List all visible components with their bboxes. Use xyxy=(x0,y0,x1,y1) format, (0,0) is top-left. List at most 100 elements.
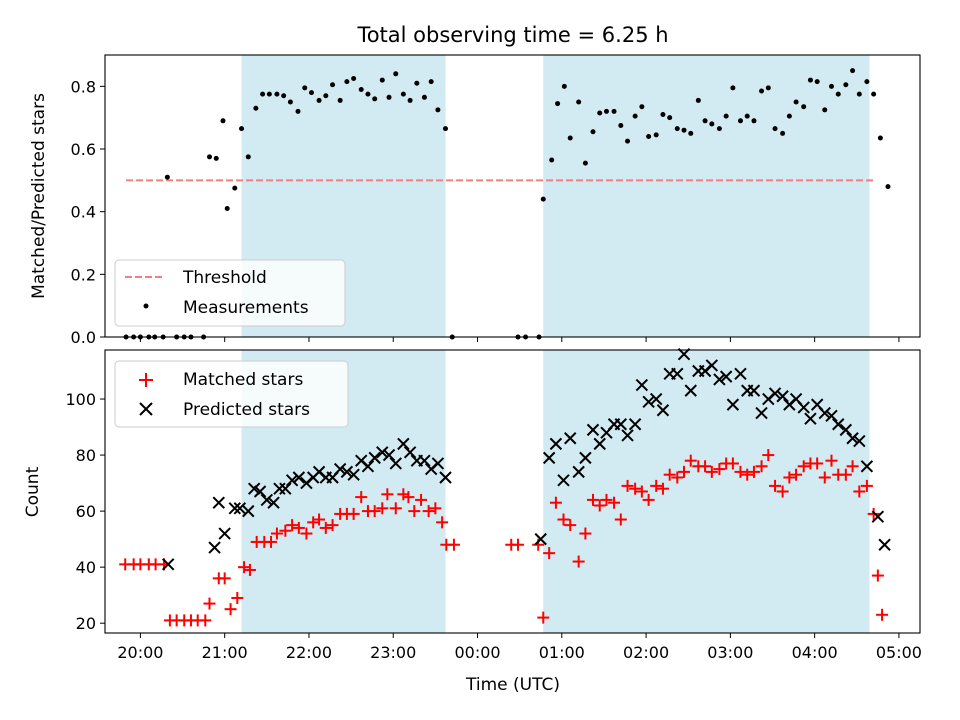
matched-star-point xyxy=(642,493,655,506)
y-tick-label: 0.8 xyxy=(71,77,96,96)
matched-star-point xyxy=(650,479,663,492)
measurement-point xyxy=(674,126,680,132)
matched-star-point xyxy=(203,597,216,610)
predicted-star-point xyxy=(549,437,563,451)
legend-measurements-swatch xyxy=(143,303,149,309)
y-tick-label: 80 xyxy=(76,446,96,465)
measurement-point xyxy=(603,108,609,114)
measurement-point xyxy=(435,107,441,113)
matched-star-point xyxy=(511,538,524,551)
matched-star-point xyxy=(776,485,789,498)
predicted-star-point xyxy=(684,384,697,397)
matched-star-point xyxy=(755,460,768,473)
measurement-point xyxy=(730,85,736,91)
measurement-point xyxy=(695,97,701,103)
top-y-axis-label: Matched/Predicted stars xyxy=(29,93,49,299)
top-legend-box xyxy=(114,259,346,327)
x-tick-label: 04:00 xyxy=(792,643,838,662)
matched-star-point xyxy=(621,479,634,492)
measurement-point xyxy=(871,91,877,97)
predicted-star-point xyxy=(162,558,175,571)
predicted-star-point xyxy=(705,359,719,372)
matched-star-point xyxy=(549,496,562,509)
measurement-point xyxy=(772,126,778,132)
measurement-point xyxy=(337,97,343,103)
matched-star-point xyxy=(769,479,782,492)
x-tick-label: 00:00 xyxy=(454,643,500,662)
bottom-x-axis-label: Time (UTC) xyxy=(465,675,560,695)
measurement-point xyxy=(646,133,652,139)
matched-star-point xyxy=(734,465,747,478)
matched-star-point xyxy=(243,563,256,576)
measurement-point xyxy=(582,160,588,166)
predicted-star-point xyxy=(279,482,292,495)
measurement-point xyxy=(737,118,743,124)
matched-star-point xyxy=(853,485,866,498)
matched-star-point xyxy=(797,460,810,473)
predicted-star-point xyxy=(797,401,810,414)
predicted-star-point xyxy=(534,532,547,546)
measurement-point xyxy=(266,91,272,97)
predicted-star-point xyxy=(218,527,231,540)
matched-star-point xyxy=(224,603,237,616)
bottom-legend-box xyxy=(114,360,349,428)
matched-star-point xyxy=(629,482,642,495)
matched-star-point xyxy=(415,493,428,506)
predicted-star-point xyxy=(397,437,410,451)
matched-star-point xyxy=(762,449,775,462)
matched-star-point xyxy=(355,491,368,504)
measurement-point xyxy=(702,118,708,124)
legend-measurements-label: Measurements xyxy=(183,298,309,318)
measurement-point xyxy=(316,97,322,103)
measurement-point xyxy=(681,127,687,133)
legend-matched-label: Matched stars xyxy=(183,370,303,390)
predicted-star-point xyxy=(242,504,255,518)
measurement-point xyxy=(716,126,722,132)
predicted-star-point xyxy=(228,502,242,515)
matched-star-point xyxy=(307,516,320,529)
predicted-star-point xyxy=(726,398,740,411)
matched-star-point xyxy=(825,454,838,467)
predicted-star-point xyxy=(719,370,733,383)
measurement-point xyxy=(207,154,213,160)
measurement-point xyxy=(723,113,729,119)
top-axes-frame xyxy=(104,54,921,338)
measurement-point xyxy=(835,91,841,97)
matched-star-point xyxy=(279,524,292,537)
measurement-point xyxy=(260,91,266,97)
measurement-point xyxy=(843,82,849,88)
measurement-point xyxy=(302,85,308,91)
measurement-point xyxy=(393,71,399,77)
matched-star-point xyxy=(389,502,402,515)
y-tick-label: 0.0 xyxy=(71,328,96,347)
measurement-point xyxy=(421,94,427,100)
predicted-star-point xyxy=(878,538,891,551)
matched-star-point xyxy=(231,591,244,604)
matched-star-point xyxy=(839,468,852,481)
predicted-star-point xyxy=(579,451,592,465)
legend-matched-swatch xyxy=(139,373,153,387)
measurement-point xyxy=(365,91,371,97)
measurement-point xyxy=(274,91,280,97)
predicted-star-point xyxy=(649,392,663,406)
predicted-star-point xyxy=(635,378,649,392)
matched-star-point xyxy=(286,519,299,532)
measurement-point xyxy=(660,112,666,118)
measurement-point xyxy=(344,79,350,85)
measurement-point xyxy=(877,135,883,141)
predicted-star-point xyxy=(333,462,347,476)
measurement-point xyxy=(850,68,856,74)
matched-star-point xyxy=(292,521,305,534)
top-panel: 0.00.20.40.60.8 Matched/Predicted stars … xyxy=(29,54,921,347)
matched-star-point xyxy=(671,471,684,484)
bottom-legend: Matched stars Predicted stars xyxy=(114,360,349,428)
matched-star-point xyxy=(678,465,691,478)
measurement-point xyxy=(780,130,786,136)
matched-star-point xyxy=(818,471,831,484)
measurement-point xyxy=(632,113,638,119)
measurement-point xyxy=(822,107,828,113)
matched-star-point xyxy=(564,519,577,532)
predicted-star-point xyxy=(621,429,634,442)
matched-star-point xyxy=(593,499,606,512)
predicted-star-point xyxy=(747,384,761,397)
